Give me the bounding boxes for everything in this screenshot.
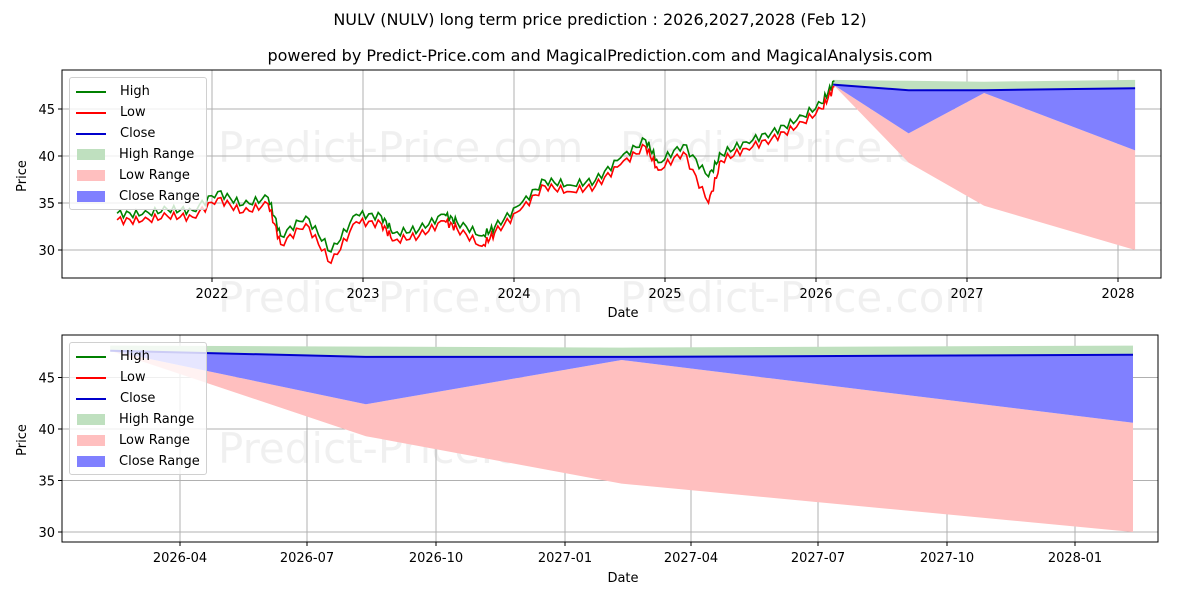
x-tick-label: 2026-10: [409, 551, 463, 566]
legend-item-low: Low: [76, 367, 200, 388]
high-line: [116, 80, 835, 253]
y-tick-label: 35: [38, 197, 55, 212]
close-range-area: [110, 350, 1133, 423]
legend-label: High: [120, 349, 150, 364]
legend-swatch: [77, 414, 105, 425]
legend-label: Close Range: [119, 189, 200, 204]
legend-swatch: [76, 355, 106, 358]
legend-label: Close Range: [119, 454, 200, 469]
legend-swatch: [76, 376, 106, 379]
close-range-area: [833, 84, 1136, 151]
legend-swatch: [77, 149, 105, 160]
legend-label: High Range: [119, 412, 195, 427]
legend-item-low-range: Low Range: [76, 430, 200, 451]
legend-swatch: [77, 170, 105, 181]
high-range-area: [110, 345, 1133, 357]
x-tick-label: 2026-04: [153, 551, 207, 566]
legend-item-low: Low: [76, 102, 200, 123]
legend-item-close: Close: [76, 388, 200, 409]
top-y-axis-label: Price: [15, 160, 30, 192]
y-tick-label: 35: [38, 475, 55, 490]
top-legend: High Low Close High Range Low Range Close Ran…: [69, 77, 207, 210]
low-range-area: [833, 84, 1136, 250]
legend-item-close-range: Close Range: [76, 186, 200, 207]
chart-title: NULV (NULV) long term price prediction :…: [333, 10, 867, 29]
bottom-chart: Predict-Price.com Predict-Price.com 2026…: [15, 334, 1159, 586]
bottom-y-axis-label: Price: [15, 424, 30, 456]
legend-item-high: High: [76, 346, 200, 367]
legend-swatch: [77, 435, 105, 446]
y-tick-label: 40: [38, 150, 55, 165]
legend-swatch: [76, 90, 106, 93]
top-x-axis-label: Date: [607, 306, 638, 321]
bottom-axes-frame: [61, 334, 1159, 543]
legend-label: Close: [120, 126, 156, 141]
bottom-legend: High Low Close High Range Low Range Close Ran…: [69, 342, 207, 475]
legend-swatch: [76, 111, 106, 114]
top-axes-frame: [61, 69, 1162, 279]
x-tick-label: 2026-07: [280, 551, 334, 566]
top-ticks: 2022 2023 2024 2025 2026 2027 2028 30 35 40 45: [38, 103, 1134, 302]
y-tick-label: 45: [38, 372, 55, 387]
y-tick-label: 30: [38, 526, 55, 541]
legend-item-close-range: Close Range: [76, 451, 200, 472]
chart-subtitle: powered by Predict-Price.com and Magical…: [267, 46, 933, 65]
legend-label: High: [120, 84, 150, 99]
low-line: [116, 85, 835, 265]
bottom-x-axis-label: Date: [607, 571, 638, 586]
close-forecast-line: [110, 349, 1134, 358]
top-chart: Predict-Price.com Predict-Price.com Pred…: [15, 69, 1162, 322]
x-tick-label: 2023: [346, 287, 379, 302]
y-tick-label: 45: [38, 103, 55, 118]
x-tick-label: 2027-04: [664, 551, 718, 566]
y-tick-label: 40: [38, 423, 55, 438]
legend-swatch: [77, 456, 105, 467]
low-range-area: [110, 350, 1133, 532]
close-forecast-line: [833, 83, 1136, 92]
legend-swatch: [76, 397, 106, 400]
legend-label: Low: [120, 370, 146, 385]
x-tick-label: 2027-07: [791, 551, 845, 566]
legend-swatch: [77, 191, 105, 202]
x-tick-label: 2028: [1101, 287, 1134, 302]
legend-label: Low Range: [119, 168, 190, 183]
high-range-area: [833, 79, 1136, 91]
x-tick-label: 2026: [799, 287, 832, 302]
y-tick-label: 30: [38, 244, 55, 259]
watermark: Predict-Price.com: [218, 273, 583, 322]
watermark: Predict-Price.com: [620, 273, 985, 322]
legend-label: High Range: [119, 147, 195, 162]
bottom-ticks: 2026-04 2026-07 2026-10 2027-01 2027-04 2027-…: [38, 372, 1102, 567]
legend-label: Low Range: [119, 433, 190, 448]
x-tick-label: 2025: [648, 287, 681, 302]
x-tick-label: 2027-10: [920, 551, 974, 566]
legend-item-high: High: [76, 81, 200, 102]
x-tick-label: 2024: [497, 287, 530, 302]
legend-item-high-range: High Range: [76, 409, 200, 430]
x-tick-label: 2022: [195, 287, 228, 302]
x-tick-label: 2027: [950, 287, 983, 302]
x-tick-label: 2027-01: [538, 551, 592, 566]
legend-swatch: [76, 132, 106, 135]
legend-label: Close: [120, 391, 156, 406]
legend-item-close: Close: [76, 123, 200, 144]
x-tick-label: 2028-01: [1048, 551, 1102, 566]
legend-label: Low: [120, 105, 146, 120]
legend-item-high-range: High Range: [76, 144, 200, 165]
watermark: Predict-Price.com: [218, 123, 583, 172]
legend-item-low-range: Low Range: [76, 165, 200, 186]
